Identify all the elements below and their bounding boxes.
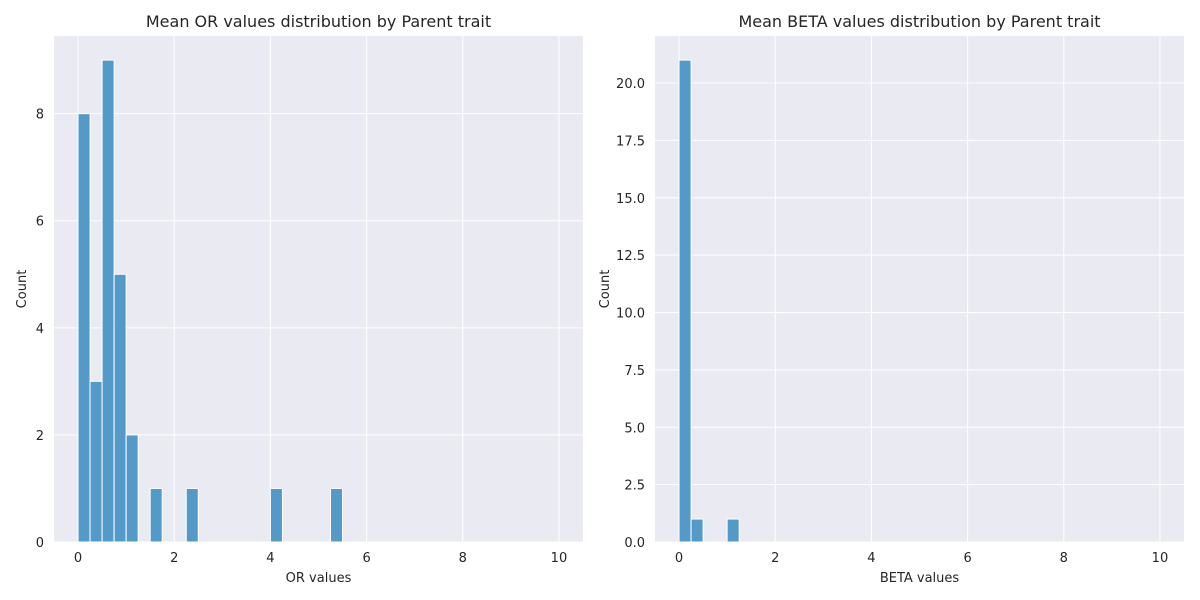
x-tick-label: 2 — [170, 551, 178, 566]
x-tick-label: 2 — [771, 551, 779, 566]
histogram-bar — [89, 380, 103, 543]
x-tick-label: 6 — [963, 551, 971, 566]
y-tick-label: 4 — [36, 322, 44, 337]
y-tick-label: 2 — [36, 429, 44, 444]
x-axis-label: OR values — [286, 571, 352, 586]
chart-title: Mean BETA values distribution by Parent … — [738, 12, 1100, 31]
y-tick-label: 0 — [36, 536, 44, 551]
x-tick-label: 8 — [1060, 551, 1068, 566]
x-tick-label: 10 — [551, 551, 568, 566]
plot-area — [54, 36, 583, 542]
histogram-bar — [77, 113, 91, 543]
x-tick-label: 8 — [459, 551, 467, 566]
histogram-bar — [113, 273, 127, 543]
y-tick-label: 2.5 — [624, 479, 645, 494]
y-axis-label: Count — [598, 270, 613, 309]
y-tick-label: 12.5 — [616, 249, 645, 264]
x-tick-label: 4 — [266, 551, 274, 566]
histogram-bar — [149, 487, 163, 543]
histogram-bar — [726, 518, 740, 543]
chart-beta-values: Mean BETA values distribution by Parent … — [598, 12, 1184, 586]
y-tick-label: 5.0 — [624, 421, 645, 436]
histogram-bar — [185, 487, 199, 543]
x-tick-label: 6 — [362, 551, 370, 566]
y-tick-label: 8 — [36, 108, 44, 123]
bars — [77, 59, 344, 543]
y-tick-label: 10.0 — [616, 307, 645, 322]
y-tick-label: 7.5 — [624, 364, 645, 379]
y-tick-label: 17.5 — [616, 134, 645, 149]
histogram-bar — [125, 434, 139, 543]
histogram-bar — [678, 59, 692, 543]
chart-title: Mean OR values distribution by Parent tr… — [146, 12, 491, 31]
histogram-bar — [269, 487, 283, 543]
histogram-bar — [690, 518, 704, 543]
histogram-bar — [330, 487, 344, 543]
histogram-bar — [101, 59, 115, 543]
chart-or-values: Mean OR values distribution by Parent tr… — [15, 12, 583, 586]
grid — [54, 36, 583, 543]
plot-area — [655, 36, 1184, 542]
y-tick-label: 0.0 — [624, 536, 645, 551]
x-tick-label: 10 — [1152, 551, 1169, 566]
y-axis-label: Count — [15, 270, 30, 309]
x-tick-label: 0 — [675, 551, 683, 566]
x-tick-label: 4 — [867, 551, 875, 566]
bars — [678, 59, 740, 543]
y-tick-label: 6 — [36, 215, 44, 230]
x-axis-label: BETA values — [880, 571, 960, 586]
y-tick-label: 20.0 — [616, 77, 645, 92]
y-tick-label: 15.0 — [616, 192, 645, 207]
x-tick-label: 0 — [74, 551, 82, 566]
